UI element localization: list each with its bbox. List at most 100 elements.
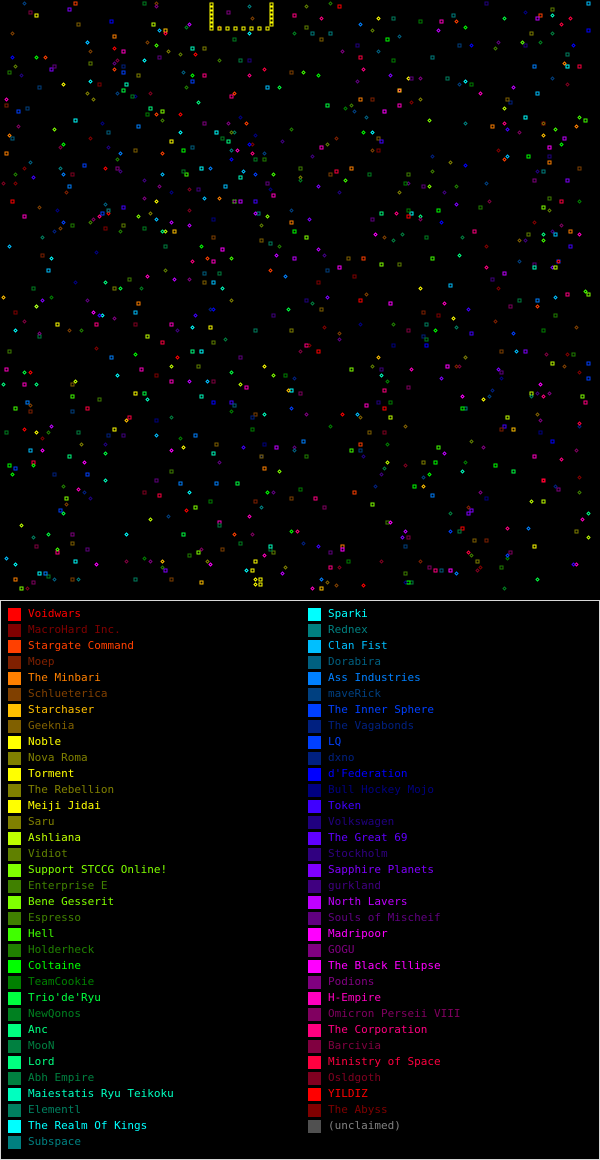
- planet-marker[interactable]: [269, 18, 274, 23]
- planet-marker[interactable]: [310, 586, 315, 591]
- planet-marker[interactable]: [52, 577, 57, 582]
- planet-marker[interactable]: [52, 127, 57, 132]
- planet-marker[interactable]: [247, 4, 252, 9]
- planet-marker[interactable]: [115, 91, 120, 96]
- planet-marker[interactable]: [121, 70, 126, 75]
- planet-marker[interactable]: [190, 73, 195, 78]
- planet-marker[interactable]: [76, 487, 81, 492]
- planet-marker[interactable]: [343, 178, 348, 183]
- planet-marker[interactable]: [586, 1, 591, 6]
- planet-marker[interactable]: [190, 79, 195, 84]
- planet-marker[interactable]: [325, 268, 330, 273]
- planet-marker[interactable]: [283, 565, 288, 570]
- planet-marker[interactable]: [34, 304, 39, 309]
- planet-marker[interactable]: [355, 79, 360, 84]
- planet-marker[interactable]: [553, 313, 558, 318]
- planet-marker[interactable]: [469, 553, 474, 558]
- planet-marker[interactable]: [406, 214, 411, 219]
- planet-marker[interactable]: [13, 577, 18, 582]
- planet-marker[interactable]: [328, 1, 333, 6]
- planet-marker[interactable]: [124, 82, 129, 87]
- planet-marker[interactable]: [427, 118, 432, 123]
- planet-marker[interactable]: [259, 505, 264, 510]
- planet-marker[interactable]: [574, 562, 579, 567]
- planet-marker[interactable]: [13, 64, 18, 69]
- planet-marker[interactable]: [448, 511, 453, 516]
- planet-marker[interactable]: [118, 169, 123, 174]
- planet-marker[interactable]: [421, 484, 426, 489]
- planet-marker[interactable]: [577, 424, 582, 429]
- planet-marker[interactable]: [406, 535, 411, 540]
- planet-marker[interactable]: [58, 226, 63, 231]
- planet-marker[interactable]: [586, 292, 591, 297]
- planet-marker[interactable]: [586, 28, 591, 33]
- planet-marker[interactable]: [40, 436, 45, 441]
- planet-marker[interactable]: [82, 490, 87, 495]
- planet-marker[interactable]: [301, 541, 306, 546]
- planet-marker[interactable]: [229, 298, 234, 303]
- planet-marker[interactable]: [565, 178, 570, 183]
- planet-marker[interactable]: [466, 550, 471, 555]
- planet-marker[interactable]: [97, 397, 102, 402]
- planet-marker[interactable]: [232, 130, 237, 135]
- planet-marker[interactable]: [226, 139, 231, 144]
- planet-marker[interactable]: [334, 583, 339, 588]
- planet-marker[interactable]: [163, 568, 168, 573]
- planet-marker[interactable]: [562, 136, 567, 141]
- planet-marker[interactable]: [442, 190, 447, 195]
- planet-marker[interactable]: [154, 217, 159, 222]
- planet-marker[interactable]: [421, 184, 426, 189]
- planet-marker[interactable]: [493, 319, 498, 324]
- planet-marker[interactable]: [211, 451, 216, 456]
- planet-marker[interactable]: [322, 253, 327, 258]
- planet-marker[interactable]: [94, 250, 99, 255]
- planet-marker[interactable]: [271, 373, 276, 378]
- planet-marker[interactable]: [250, 532, 255, 537]
- planet-marker[interactable]: [523, 349, 528, 354]
- planet-marker[interactable]: [25, 106, 30, 111]
- planet-marker[interactable]: [257, 26, 262, 31]
- planet-marker[interactable]: [295, 529, 300, 534]
- planet-marker[interactable]: [148, 517, 153, 522]
- planet-marker[interactable]: [541, 121, 546, 126]
- planet-marker[interactable]: [565, 64, 570, 69]
- planet-marker[interactable]: [4, 103, 9, 108]
- planet-marker[interactable]: [382, 430, 387, 435]
- planet-marker[interactable]: [544, 352, 549, 357]
- planet-marker[interactable]: [1, 181, 6, 186]
- planet-marker[interactable]: [418, 97, 423, 102]
- planet-marker[interactable]: [181, 70, 186, 75]
- planet-marker[interactable]: [271, 313, 276, 318]
- planet-marker[interactable]: [532, 220, 537, 225]
- planet-marker[interactable]: [370, 364, 375, 369]
- planet-marker[interactable]: [112, 67, 117, 72]
- planet-marker[interactable]: [73, 559, 78, 564]
- planet-marker[interactable]: [466, 505, 471, 510]
- planet-marker[interactable]: [142, 556, 147, 561]
- planet-marker[interactable]: [262, 553, 267, 558]
- planet-marker[interactable]: [220, 547, 225, 552]
- planet-marker[interactable]: [214, 130, 219, 135]
- planet-marker[interactable]: [196, 100, 201, 105]
- planet-marker[interactable]: [430, 154, 435, 159]
- planet-marker[interactable]: [133, 310, 138, 315]
- planet-marker[interactable]: [43, 571, 48, 576]
- planet-marker[interactable]: [103, 478, 108, 483]
- planet-marker[interactable]: [559, 199, 564, 204]
- planet-marker[interactable]: [235, 148, 240, 153]
- planet-marker[interactable]: [85, 406, 90, 411]
- planet-marker[interactable]: [79, 442, 84, 447]
- planet-marker[interactable]: [124, 532, 129, 537]
- planet-marker[interactable]: [209, 26, 214, 31]
- planet-marker[interactable]: [541, 499, 546, 504]
- planet-marker[interactable]: [94, 346, 99, 351]
- planet-marker[interactable]: [460, 394, 465, 399]
- planet-marker[interactable]: [319, 16, 324, 21]
- planet-marker[interactable]: [541, 205, 546, 210]
- planet-marker[interactable]: [269, 10, 274, 15]
- planet-marker[interactable]: [250, 16, 255, 21]
- planet-marker[interactable]: [499, 349, 504, 354]
- planet-marker[interactable]: [547, 154, 552, 159]
- galaxy-map[interactable]: [0, 0, 600, 600]
- planet-marker[interactable]: [496, 367, 501, 372]
